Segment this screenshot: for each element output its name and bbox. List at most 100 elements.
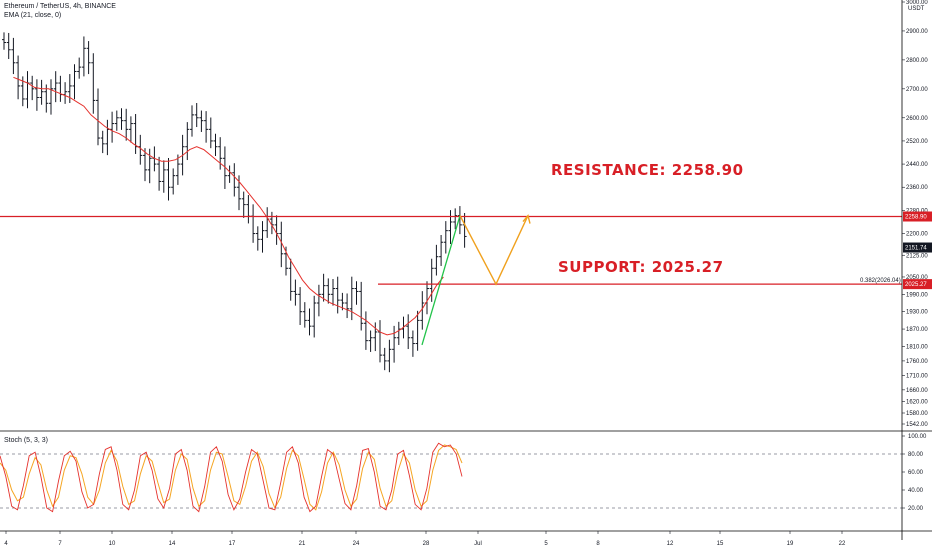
ohlc-bar (293, 279, 298, 306)
stoch-legend: Stoch (5, 3, 3) (4, 436, 48, 445)
ohlc-bar (265, 207, 270, 238)
svg-text:2151.74: 2151.74 (905, 246, 927, 252)
ohlc-bar (53, 71, 58, 103)
time-tick-label: 24 (353, 541, 360, 547)
ohlc-bar (67, 74, 72, 104)
time-tick-label: 17 (229, 541, 236, 547)
stoch-k-line (0, 442, 463, 513)
price-tick-label: 1710.00 (906, 373, 928, 379)
ohlc-bar (453, 208, 458, 230)
time-tick-label: 14 (169, 541, 176, 547)
ohlc-bar (392, 325, 397, 363)
ohlc-bar (72, 64, 77, 100)
ohlc-bar (298, 287, 303, 326)
ohlc-bar (114, 110, 119, 131)
ohlc-bar (312, 295, 317, 338)
ohlc-bar (302, 302, 307, 328)
ohlc-bar (307, 308, 312, 336)
currency-label: USDT (908, 6, 925, 12)
svg-text:2258.90: 2258.90 (905, 215, 927, 221)
time-tick-label: 5 (544, 541, 548, 547)
ohlc-bar (166, 158, 171, 201)
ohlc-bar (227, 165, 232, 183)
price-tick-label: 1580.00 (906, 411, 928, 417)
ohlc-bar (157, 156, 162, 191)
resistance-label[interactable]: RESISTANCE: 2258.90 (551, 161, 744, 179)
ohlc-bar (185, 122, 190, 161)
ohlc-bar (359, 281, 364, 331)
ohlc-bar (119, 108, 124, 130)
stoch-title[interactable]: Stoch (5, 3, 3) (4, 437, 48, 444)
stoch-tick-label: 60.00 (908, 470, 924, 476)
time-tick-label: 10 (109, 541, 116, 547)
ohlc-bar (25, 71, 30, 109)
price-tick-label: 1660.00 (906, 388, 928, 394)
price-tick-label: 1810.00 (906, 344, 928, 350)
ohlc-bar (373, 322, 378, 352)
ohlc-bar (378, 320, 382, 363)
ohlc-bar (354, 281, 359, 305)
ohlc-bar (246, 195, 251, 224)
ohlc-bar (241, 191, 246, 218)
projection-arrowhead (522, 214, 531, 224)
support-label[interactable]: SUPPORT: 2025.27 (558, 258, 724, 276)
ohlc-bar (443, 221, 448, 254)
ohlc-bar (199, 110, 204, 132)
ohlc-bar (143, 148, 147, 182)
projection-path (459, 215, 529, 286)
ohlc-bar (462, 213, 467, 248)
overlays: 0.382(2026.04) (0, 76, 902, 346)
ohlc-bar (86, 41, 91, 75)
ohlc-bar (77, 57, 82, 79)
stoch-tick-label: 40.00 (908, 488, 924, 494)
ohlc-bar (396, 321, 401, 345)
ohlc-bar (448, 210, 453, 244)
ohlc-bar (96, 88, 100, 146)
price-tick-label: 2280.00 (906, 208, 928, 214)
ohlc-bar (255, 226, 260, 251)
ohlc-bar (11, 37, 16, 75)
time-tick-label: 7 (58, 541, 62, 547)
price-tick-label: 1542.00 (906, 422, 928, 428)
price-tick-label: 2900.00 (906, 29, 928, 35)
stoch-tick-label: 100.00 (908, 434, 927, 440)
ohlc-bar (326, 278, 331, 304)
time-tick-label: 28 (423, 541, 430, 547)
time-tick-label: 8 (596, 541, 600, 547)
price-tag: 2025.27 (903, 279, 932, 290)
ohlc-bar (63, 82, 68, 104)
price-tick-label: 1990.00 (906, 292, 928, 298)
price-tick-label: 2520.00 (906, 139, 928, 145)
ohlc-bar (124, 108, 129, 141)
price-tick-label: 2600.00 (906, 116, 928, 122)
ohlc-bar (218, 137, 223, 170)
ohlc-bar (30, 75, 35, 101)
ohlc-bar (105, 119, 110, 156)
ohlc-bar (190, 105, 194, 137)
price-tick-label: 1870.00 (906, 327, 928, 333)
ohlc-bar (2, 32, 6, 50)
stoch-tick-label: 20.00 (908, 506, 924, 512)
ohlc-bar (331, 278, 335, 306)
ohlc-bar (49, 79, 53, 115)
price-tick-label: 2440.00 (906, 162, 928, 168)
uptrend-line (421, 215, 461, 346)
ohlc-bar (161, 160, 166, 193)
ema-legend[interactable]: EMA (21, close, 0) (4, 12, 62, 19)
price-tick-label: 2360.00 (906, 185, 928, 191)
ohlc-bar (6, 32, 11, 60)
price-tick-label: 2200.00 (906, 232, 928, 238)
main-legend: Ethereum / TetherUS, 4h, BINANCE EMA (21… (4, 2, 116, 20)
time-tick-label: 12 (667, 541, 674, 547)
ohlc-bar (171, 168, 176, 195)
ohlc-bar (260, 221, 265, 253)
price-tick-label: 1760.00 (906, 359, 928, 365)
price-tick-label: 2700.00 (906, 87, 928, 93)
ohlc-bar (368, 330, 373, 352)
ohlc-bar (434, 244, 439, 276)
symbol-title[interactable]: Ethereum / TetherUS, 4h, BINANCE (4, 3, 116, 10)
ohlc-bar (279, 221, 284, 268)
